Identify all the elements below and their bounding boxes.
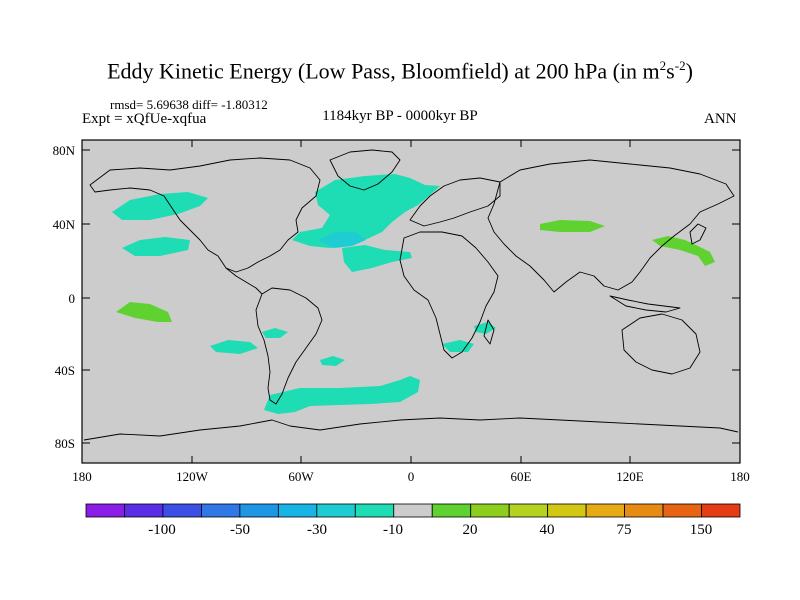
colorbar-box: [354, 503, 395, 518]
anomaly-south-pacific: [210, 340, 258, 354]
colorbar-box: [124, 503, 164, 518]
lon-label-120w: 120W: [176, 469, 209, 484]
colorbar-label-40: 40: [540, 522, 555, 538]
colorbar-labels: -100 -50 -30 -10 20 40 75 150: [148, 522, 712, 538]
lon-label-180e: 180: [730, 469, 750, 484]
anomaly-west-pacific: [652, 236, 715, 266]
colorbar-label-minus100: -100: [148, 522, 176, 538]
colorbar-box: [162, 503, 202, 518]
colorbar-box: [393, 503, 433, 518]
anomaly-north-pacific: [112, 192, 208, 220]
anomaly-south-africa: [442, 340, 474, 352]
season-label: ANN: [704, 111, 737, 127]
lat-labels: 80N 40N 0 40S 80S: [53, 143, 76, 451]
colorbar-box: [624, 503, 664, 518]
lat-label-40n: 40N: [53, 217, 76, 232]
colorbar-box: [547, 503, 587, 518]
coast-africa: [399, 231, 499, 359]
lat-axis: [82, 149, 740, 444]
coast-greenland: [329, 149, 401, 191]
colorbar-label-minus30: -30: [307, 522, 327, 538]
colorbar-box: [277, 503, 318, 518]
lat-label-80n: 80N: [53, 143, 76, 158]
period-label: 1184kyr BP - 0000kyr BP: [322, 108, 478, 124]
anomaly-atlantic-tail: [342, 245, 412, 272]
anomaly-central-asia: [540, 220, 605, 232]
colorbar-box: [662, 503, 702, 518]
diff-value: -1.80312: [221, 97, 268, 112]
lat-label-80s: 80S: [55, 436, 75, 451]
colorbar-box: [431, 503, 472, 518]
lon-label-120e: 120E: [616, 469, 644, 484]
anomaly-atlantic-core: [318, 232, 366, 248]
lon-label-180w: 180: [72, 469, 92, 484]
anomaly-south-atlantic: [320, 356, 345, 366]
coast-south-america: [255, 287, 323, 405]
anomaly-north-atlantic: [292, 174, 440, 248]
lon-labels: 180 120W 60W 0 60E 120E 180: [72, 469, 750, 484]
colorbar-box: [585, 503, 625, 518]
lat-label-0: 0: [69, 291, 76, 306]
colorbar-box: [470, 503, 510, 518]
experiment-label: Expt = xQfUe-xqfua: [82, 111, 207, 127]
lon-axis: [191, 140, 631, 463]
colorbar-box: [85, 503, 125, 518]
rmsd-value: 5.69638: [146, 97, 189, 112]
anomaly-tropical-pacific: [116, 302, 172, 322]
anomaly-east-pacific: [122, 237, 190, 256]
anomaly-fields: [112, 174, 715, 414]
coast-central-america: [225, 267, 263, 295]
coast-madagascar: [483, 319, 495, 345]
coast-antarctica: [83, 417, 739, 441]
colorbar-box: [239, 503, 279, 518]
colorbar-label-20: 20: [463, 522, 478, 538]
colorbar-box: [701, 503, 741, 518]
plot-title: Eddy Kinetic Energy (Low Pass, Bloomfiel…: [107, 58, 693, 84]
coast-japan: [689, 223, 707, 245]
colorbar-label-150: 150: [690, 522, 713, 538]
colorbar-label-75: 75: [617, 522, 632, 538]
colorbar: [85, 503, 741, 518]
anomaly-south-pacific-2: [262, 328, 288, 338]
lon-label-60e: 60E: [511, 469, 532, 484]
colorbar-box: [316, 503, 356, 518]
coast-asia: [487, 159, 735, 293]
stats-line: rmsd= 5.69638 diff= -1.80312: [110, 97, 268, 112]
lon-label-60w: 60W: [288, 469, 314, 484]
anomaly-southern-ocean: [264, 376, 420, 414]
coast-europe: [409, 177, 501, 227]
colorbar-box: [201, 503, 241, 518]
colorbar-label-minus50: -50: [230, 522, 250, 538]
coast-australia: [621, 313, 701, 375]
lat-label-40s: 40S: [55, 363, 75, 378]
coast-north-america: [89, 157, 321, 273]
colorbar-box: [508, 503, 549, 518]
coastlines: [83, 149, 739, 441]
colorbar-label-minus10: -10: [383, 522, 403, 538]
coast-indonesia: [609, 295, 681, 313]
lon-label-0: 0: [408, 469, 415, 484]
